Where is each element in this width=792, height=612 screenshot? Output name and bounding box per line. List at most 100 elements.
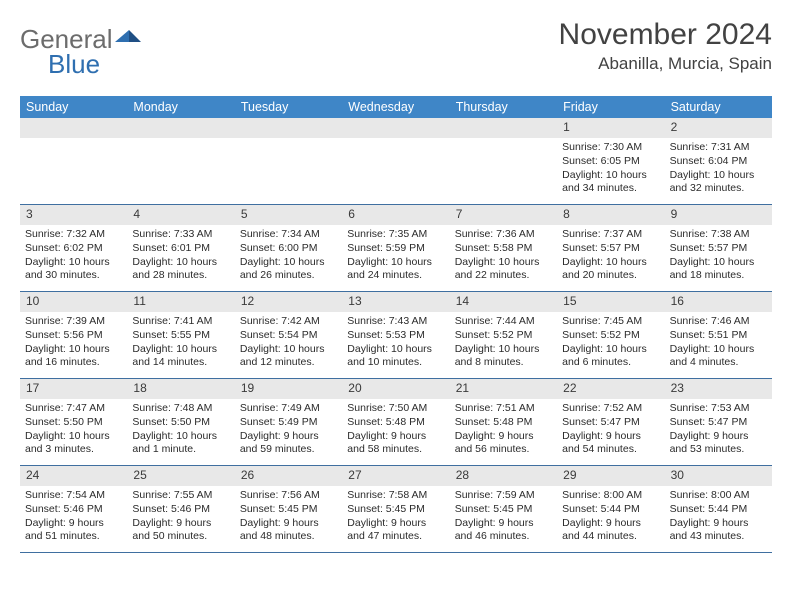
day-number: 10: [20, 292, 127, 312]
calendar-day: 19Sunrise: 7:49 AMSunset: 5:49 PMDayligh…: [235, 379, 342, 465]
daylight-text: Daylight: 10 hours and 28 minutes.: [132, 256, 229, 284]
weekday-friday: Friday: [557, 96, 664, 118]
day-number: 25: [127, 466, 234, 486]
day-number: 14: [450, 292, 557, 312]
day-number: 27: [342, 466, 449, 486]
day-number: 8: [557, 205, 664, 225]
sunrise-text: Sunrise: 7:46 AM: [670, 315, 767, 329]
calendar-week: 17Sunrise: 7:47 AMSunset: 5:50 PMDayligh…: [20, 379, 772, 466]
daylight-text: Daylight: 9 hours and 51 minutes.: [25, 517, 122, 545]
day-number: 16: [665, 292, 772, 312]
sunrise-text: Sunrise: 7:32 AM: [25, 228, 122, 242]
daylight-text: Daylight: 10 hours and 26 minutes.: [240, 256, 337, 284]
calendar-day: 25Sunrise: 7:55 AMSunset: 5:46 PMDayligh…: [127, 466, 234, 552]
calendar-day: 2Sunrise: 7:31 AMSunset: 6:04 PMDaylight…: [665, 118, 772, 204]
sunset-text: Sunset: 5:58 PM: [455, 242, 552, 256]
daylight-text: Daylight: 10 hours and 24 minutes.: [347, 256, 444, 284]
weekday-header: Sunday Monday Tuesday Wednesday Thursday…: [20, 96, 772, 118]
daylight-text: Daylight: 9 hours and 48 minutes.: [240, 517, 337, 545]
sunset-text: Sunset: 5:45 PM: [455, 503, 552, 517]
daylight-text: Daylight: 9 hours and 47 minutes.: [347, 517, 444, 545]
day-number: 2: [665, 118, 772, 138]
day-number: 15: [557, 292, 664, 312]
sunrise-text: Sunrise: 8:00 AM: [562, 489, 659, 503]
daylight-text: Daylight: 10 hours and 4 minutes.: [670, 343, 767, 371]
day-number: 3: [20, 205, 127, 225]
sunrise-text: Sunrise: 7:44 AM: [455, 315, 552, 329]
day-number: 30: [665, 466, 772, 486]
day-number: 4: [127, 205, 234, 225]
calendar-grid: 1Sunrise: 7:30 AMSunset: 6:05 PMDaylight…: [20, 118, 772, 553]
calendar-day: 1Sunrise: 7:30 AMSunset: 6:05 PMDaylight…: [557, 118, 664, 204]
calendar-day: 12Sunrise: 7:42 AMSunset: 5:54 PMDayligh…: [235, 292, 342, 378]
calendar-day: 10Sunrise: 7:39 AMSunset: 5:56 PMDayligh…: [20, 292, 127, 378]
day-number: 17: [20, 379, 127, 399]
daylight-text: Daylight: 10 hours and 18 minutes.: [670, 256, 767, 284]
calendar-day: 22Sunrise: 7:52 AMSunset: 5:47 PMDayligh…: [557, 379, 664, 465]
sunrise-text: Sunrise: 7:35 AM: [347, 228, 444, 242]
sunrise-text: Sunrise: 7:56 AM: [240, 489, 337, 503]
sunset-text: Sunset: 5:51 PM: [670, 329, 767, 343]
calendar-empty-cell: [235, 118, 342, 204]
day-number: 5: [235, 205, 342, 225]
calendar-day: 9Sunrise: 7:38 AMSunset: 5:57 PMDaylight…: [665, 205, 772, 291]
sunrise-text: Sunrise: 7:45 AM: [562, 315, 659, 329]
calendar-empty-cell: [450, 118, 557, 204]
day-number: 12: [235, 292, 342, 312]
calendar-day: 5 Sunrise: 7:34 AMSunset: 6:00 PMDaylight…: [235, 205, 342, 291]
sunrise-text: Sunrise: 8:00 AM: [670, 489, 767, 503]
calendar-empty-cell: [342, 118, 449, 204]
sunset-text: Sunset: 5:47 PM: [562, 416, 659, 430]
sunrise-text: Sunrise: 7:59 AM: [455, 489, 552, 503]
daylight-text: Daylight: 10 hours and 8 minutes.: [455, 343, 552, 371]
sunset-text: Sunset: 5:48 PM: [347, 416, 444, 430]
sunset-text: Sunset: 5:45 PM: [347, 503, 444, 517]
day-number-empty: [20, 118, 127, 138]
weekday-monday: Monday: [127, 96, 234, 118]
calendar-day: 11Sunrise: 7:41 AMSunset: 5:55 PMDayligh…: [127, 292, 234, 378]
calendar-week: 3Sunrise: 7:32 AMSunset: 6:02 PMDaylight…: [20, 205, 772, 292]
daylight-text: Daylight: 10 hours and 1 minute.: [132, 430, 229, 458]
daylight-text: Daylight: 9 hours and 50 minutes.: [132, 517, 229, 545]
day-number: 19: [235, 379, 342, 399]
sunset-text: Sunset: 5:57 PM: [562, 242, 659, 256]
logo-part2: Blue: [48, 49, 100, 79]
sunrise-text: Sunrise: 7:58 AM: [347, 489, 444, 503]
calendar-day: 6Sunrise: 7:35 AMSunset: 5:59 PMDaylight…: [342, 205, 449, 291]
sunset-text: Sunset: 5:55 PM: [132, 329, 229, 343]
logo-mark-icon: [115, 24, 141, 47]
calendar-day: 30Sunrise: 8:00 AMSunset: 5:44 PMDayligh…: [665, 466, 772, 552]
daylight-text: Daylight: 10 hours and 20 minutes.: [562, 256, 659, 284]
daylight-text: Daylight: 10 hours and 32 minutes.: [670, 169, 767, 197]
day-number: 26: [235, 466, 342, 486]
daylight-text: Daylight: 10 hours and 14 minutes.: [132, 343, 229, 371]
weekday-sunday: Sunday: [20, 96, 127, 118]
sunset-text: Sunset: 5:44 PM: [562, 503, 659, 517]
sunset-text: Sunset: 5:46 PM: [25, 503, 122, 517]
sunrise-text: Sunrise: 7:49 AM: [240, 402, 337, 416]
day-number: 18: [127, 379, 234, 399]
sunset-text: Sunset: 5:54 PM: [240, 329, 337, 343]
sunrise-text: Sunrise: 7:34 AM: [240, 228, 337, 242]
sunset-text: Sunset: 5:59 PM: [347, 242, 444, 256]
sunset-text: Sunset: 5:52 PM: [455, 329, 552, 343]
sunrise-text: Sunrise: 7:50 AM: [347, 402, 444, 416]
sunrise-text: Sunrise: 7:48 AM: [132, 402, 229, 416]
day-number: 29: [557, 466, 664, 486]
calendar-day: 23Sunrise: 7:53 AMSunset: 5:47 PMDayligh…: [665, 379, 772, 465]
calendar-empty-cell: [20, 118, 127, 204]
calendar-day: 18Sunrise: 7:48 AMSunset: 5:50 PMDayligh…: [127, 379, 234, 465]
sunset-text: Sunset: 5:45 PM: [240, 503, 337, 517]
sunrise-text: Sunrise: 7:41 AM: [132, 315, 229, 329]
sunrise-text: Sunrise: 7:52 AM: [562, 402, 659, 416]
daylight-text: Daylight: 9 hours and 58 minutes.: [347, 430, 444, 458]
daylight-text: Daylight: 9 hours and 46 minutes.: [455, 517, 552, 545]
calendar-day: 8Sunrise: 7:37 AMSunset: 5:57 PMDaylight…: [557, 205, 664, 291]
day-number: 21: [450, 379, 557, 399]
day-number: 7: [450, 205, 557, 225]
sunset-text: Sunset: 5:48 PM: [455, 416, 552, 430]
sunset-text: Sunset: 5:53 PM: [347, 329, 444, 343]
sunset-text: Sunset: 6:00 PM: [240, 242, 337, 256]
weekday-tuesday: Tuesday: [235, 96, 342, 118]
calendar-day: 26 Sunrise: 7:56 AMSunset: 5:45 PMDayligh…: [235, 466, 342, 552]
